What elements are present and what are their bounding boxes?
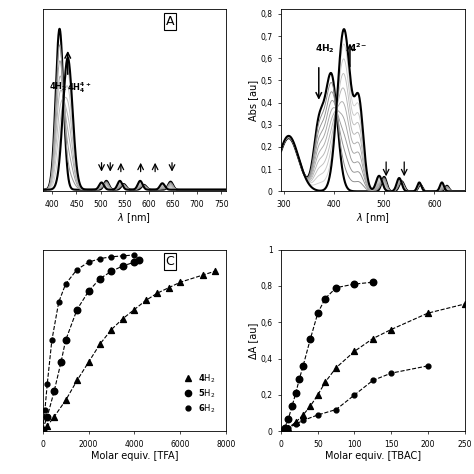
Point — [50, 388, 58, 395]
Point — [424, 362, 432, 370]
Point — [62, 397, 69, 404]
Point — [387, 326, 395, 333]
Point — [119, 262, 127, 270]
Point — [351, 347, 358, 355]
Point — [176, 278, 184, 286]
Y-axis label: ΔA [au]: ΔA [au] — [248, 322, 258, 359]
Point — [85, 288, 92, 295]
Point — [96, 275, 104, 283]
Point — [281, 426, 289, 433]
Point — [285, 424, 292, 431]
Point — [73, 306, 81, 313]
Point — [332, 364, 340, 372]
Y-axis label: Abs [au]: Abs [au] — [248, 80, 258, 121]
Point — [288, 402, 296, 410]
Point — [130, 306, 138, 313]
Point — [142, 297, 150, 304]
X-axis label: Molar equiv. [TBAC]: Molar equiv. [TBAC] — [325, 451, 421, 462]
Point — [108, 267, 115, 275]
Point — [369, 278, 377, 286]
Point — [285, 424, 292, 431]
Point — [461, 300, 468, 308]
Point — [108, 253, 115, 261]
Point — [44, 422, 51, 429]
Text: $\mathbf{4H_2}$: $\mathbf{4H_2}$ — [315, 43, 335, 55]
X-axis label: $\lambda$ [nm]: $\lambda$ [nm] — [356, 211, 390, 225]
Point — [387, 369, 395, 377]
Point — [296, 375, 303, 383]
Point — [277, 428, 285, 435]
Point — [73, 266, 81, 273]
Point — [314, 411, 321, 419]
Point — [200, 271, 207, 279]
Point — [281, 424, 289, 431]
Point — [332, 406, 340, 413]
Point — [307, 402, 314, 410]
Point — [299, 411, 307, 419]
Point — [130, 251, 138, 259]
Point — [39, 428, 46, 435]
Point — [369, 377, 377, 384]
Point — [277, 428, 285, 435]
Point — [96, 340, 104, 348]
Point — [62, 337, 69, 344]
Point — [39, 426, 46, 433]
Point — [285, 415, 292, 422]
Point — [299, 362, 307, 370]
Text: $\mathbf{4H_4^{4+}}$: $\mathbf{4H_4^{4+}}$ — [67, 80, 91, 95]
Point — [130, 258, 138, 266]
Point — [369, 335, 377, 342]
Point — [44, 380, 51, 388]
Point — [314, 310, 321, 317]
Point — [277, 428, 285, 435]
Point — [96, 255, 104, 263]
Point — [351, 280, 358, 288]
Point — [135, 256, 143, 264]
Point — [108, 326, 115, 333]
Point — [62, 280, 69, 288]
Point — [119, 252, 127, 260]
Point — [55, 299, 63, 306]
Point — [292, 419, 300, 426]
Point — [292, 420, 300, 428]
X-axis label: $\lambda$ [nm]: $\lambda$ [nm] — [118, 211, 151, 225]
Point — [48, 337, 55, 344]
Point — [314, 391, 321, 399]
Text: $\mathbf{4H_2}$: $\mathbf{4H_2}$ — [49, 80, 67, 93]
Point — [154, 289, 161, 297]
Legend: $\mathbf{4}$H$_2$, $\mathbf{5}$H$_2$, $\mathbf{6}$H$_2$: $\mathbf{4}$H$_2$, $\mathbf{5}$H$_2$, $\… — [176, 369, 218, 418]
X-axis label: Molar equiv. [TFA]: Molar equiv. [TFA] — [91, 451, 178, 462]
Point — [332, 284, 340, 292]
Point — [165, 284, 173, 292]
Point — [85, 258, 92, 266]
Point — [424, 310, 432, 317]
Point — [321, 378, 329, 386]
Point — [85, 358, 92, 366]
Point — [351, 391, 358, 399]
Text: A: A — [165, 15, 174, 28]
Point — [119, 315, 127, 322]
Point — [211, 267, 219, 275]
Point — [44, 413, 51, 420]
Point — [41, 406, 49, 413]
Point — [73, 377, 81, 384]
Point — [321, 295, 329, 302]
Point — [292, 389, 300, 397]
Point — [50, 413, 58, 420]
Text: C: C — [165, 255, 174, 268]
Point — [39, 426, 46, 433]
Point — [57, 358, 65, 366]
Point — [307, 335, 314, 342]
Point — [299, 417, 307, 424]
Text: $\mathbf{4^{2-}}$: $\mathbf{4^{2-}}$ — [349, 41, 367, 54]
